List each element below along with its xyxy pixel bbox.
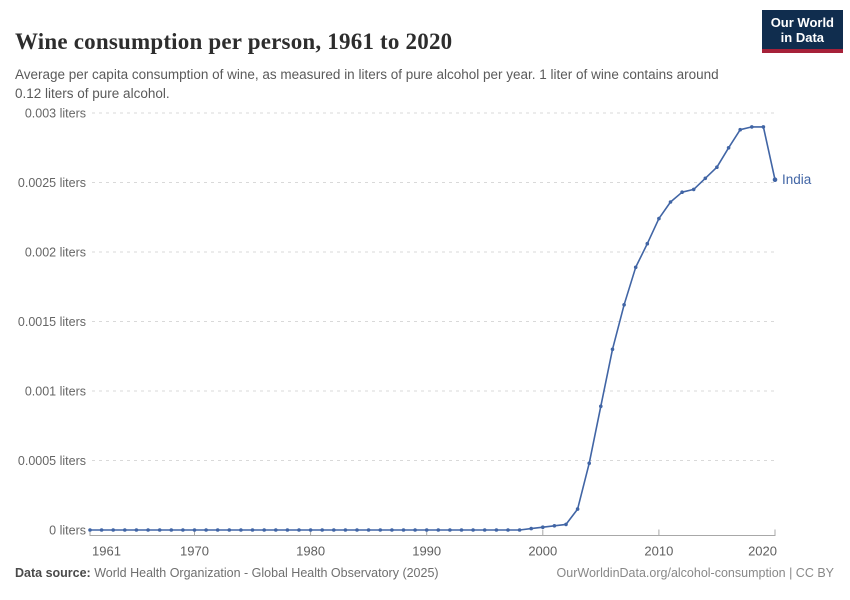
data-source-label: Data source: <box>15 566 91 580</box>
data-point[interactable] <box>99 528 104 532</box>
data-point[interactable] <box>541 525 545 529</box>
owid-logo[interactable]: Our World in Data <box>761 10 843 53</box>
series-label-india[interactable]: India <box>782 172 812 187</box>
x-tick-label: 1970 <box>180 544 209 559</box>
x-tick-label: 2010 <box>644 544 673 559</box>
x-tick-label: 1961 <box>92 544 121 559</box>
data-point[interactable] <box>772 177 778 182</box>
gridlines <box>92 112 775 461</box>
data-point[interactable] <box>645 241 650 246</box>
data-point[interactable] <box>459 528 464 532</box>
x-tick-label: 1990 <box>412 544 441 559</box>
data-point[interactable] <box>134 528 139 532</box>
data-point[interactable] <box>691 187 696 192</box>
data-point[interactable] <box>482 528 487 532</box>
data-point[interactable] <box>668 200 673 204</box>
data-point[interactable] <box>111 528 115 532</box>
data-point[interactable] <box>413 528 417 532</box>
data-point[interactable] <box>448 528 452 532</box>
data-point[interactable] <box>436 528 441 532</box>
data-point[interactable] <box>262 528 267 532</box>
x-tick-label: 2020 <box>748 544 777 559</box>
data-point[interactable] <box>552 524 557 528</box>
y-tick-label: 0 liters <box>49 523 86 537</box>
y-tick-label: 0.0015 liters <box>18 315 86 329</box>
chart-subtitle: Average per capita consumption of wine, … <box>15 66 719 101</box>
data-point[interactable] <box>181 528 185 532</box>
data-point[interactable] <box>657 216 661 221</box>
data-point[interactable] <box>726 146 731 150</box>
owid-logo-line1: Our World <box>770 15 834 30</box>
data-point[interactable] <box>192 528 197 532</box>
chart-footer: Data source: World Health Organization -… <box>0 566 850 590</box>
data-point[interactable] <box>88 528 92 532</box>
data-point[interactable] <box>424 528 429 532</box>
data-point[interactable] <box>494 528 499 532</box>
data-point[interactable] <box>285 528 290 532</box>
owid-logo-line2: in Data <box>780 30 825 45</box>
data-point[interactable] <box>250 528 255 532</box>
data-point[interactable] <box>343 528 348 532</box>
data-point[interactable] <box>390 528 394 532</box>
data-point[interactable] <box>599 404 603 409</box>
data-point[interactable] <box>332 528 336 532</box>
data-point[interactable] <box>622 303 626 307</box>
y-axis-labels: 0 liters 0.0005 liters 0.001 liters 0.0015 … <box>18 106 86 537</box>
y-tick-label: 0.003 liters <box>25 106 86 120</box>
data-point[interactable] <box>575 507 580 511</box>
data-point[interactable] <box>157 528 162 532</box>
data-point[interactable] <box>506 528 510 532</box>
data-point[interactable] <box>703 176 708 181</box>
data-point[interactable] <box>564 522 568 527</box>
x-tick-label: 1980 <box>296 544 325 559</box>
y-tick-label: 0.002 liters <box>25 245 86 259</box>
data-point[interactable] <box>239 528 243 532</box>
data-source-text: World Health Organization - Global Healt… <box>90 566 439 580</box>
data-point[interactable] <box>355 528 359 532</box>
data-point[interactable] <box>529 526 533 531</box>
data-point[interactable] <box>215 528 220 532</box>
data-point[interactable] <box>738 127 742 132</box>
y-tick-label: 0.0025 liters <box>18 176 86 190</box>
x-axis: 1961 1970 1980 1990 2000 2010 2020 <box>89 529 777 559</box>
data-point[interactable] <box>401 528 406 532</box>
data-source-note: Data source: World Health Organization -… <box>15 566 439 580</box>
chart-title: Wine consumption per person, 1961 to 202… <box>15 29 453 55</box>
y-tick-label: 0.0005 liters <box>18 454 86 468</box>
data-point[interactable] <box>633 265 638 270</box>
data-point[interactable] <box>610 347 615 352</box>
data-point[interactable] <box>378 528 383 532</box>
data-point[interactable] <box>761 125 766 129</box>
series-labels: India <box>782 172 812 187</box>
data-point[interactable] <box>366 528 371 532</box>
data-point[interactable] <box>297 528 301 532</box>
data-point[interactable] <box>169 528 174 532</box>
data-point[interactable] <box>587 461 591 466</box>
data-point[interactable] <box>715 165 719 169</box>
data-point[interactable] <box>680 190 684 194</box>
series-layer[interactable] <box>88 125 778 532</box>
data-point[interactable] <box>320 528 325 532</box>
data-point[interactable] <box>308 528 313 532</box>
data-point[interactable] <box>750 125 754 129</box>
footer-link[interactable]: OurWorldinData.org/alcohol-consumption |… <box>556 566 834 580</box>
x-tick-label: 2000 <box>528 544 557 559</box>
data-point[interactable] <box>471 528 475 532</box>
y-tick-label: 0.001 liters <box>25 384 86 398</box>
data-point[interactable] <box>123 528 127 532</box>
data-point[interactable] <box>274 528 278 532</box>
data-point[interactable] <box>146 528 150 532</box>
data-point[interactable] <box>517 528 522 532</box>
data-point[interactable] <box>204 528 208 532</box>
data-point[interactable] <box>227 528 232 532</box>
india-line-series[interactable] <box>89 126 776 531</box>
